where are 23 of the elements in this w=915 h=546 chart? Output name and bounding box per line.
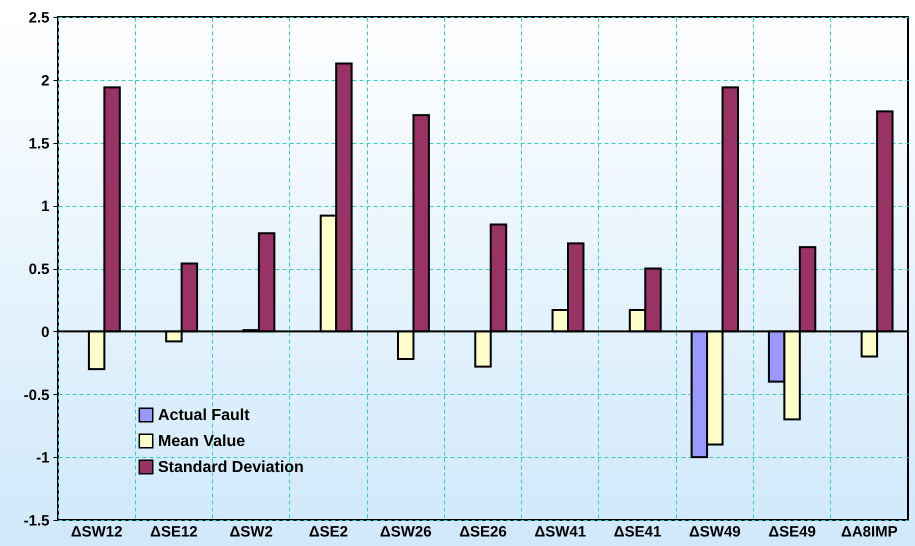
- x-tick-label: ΔSW26: [380, 524, 432, 540]
- x-tick-label: ΔSW41: [534, 524, 586, 540]
- y-tick-label: 2: [41, 72, 50, 90]
- x-tick-label: ΔSW49: [689, 524, 741, 540]
- y-tick-label: 0: [41, 324, 50, 341]
- y-tick-label: -0.5: [24, 386, 50, 404]
- y-tick-label: 2.5: [28, 10, 50, 26]
- legend-label: Mean Value: [158, 433, 246, 450]
- x-tick-label: ΔSE12: [150, 524, 198, 540]
- x-tick-label: ΔSE2: [308, 524, 348, 540]
- legend-label: Actual Fault: [158, 407, 250, 424]
- y-tick-label: 1.5: [28, 135, 50, 152]
- x-tick-label: ΔA8IMP: [841, 524, 898, 540]
- x-tick-label: ΔSW12: [70, 524, 122, 540]
- legend-label: Standard Deviation: [158, 459, 304, 476]
- y-tick-label: 1: [41, 198, 50, 216]
- y-tick-label: 0.5: [28, 261, 50, 278]
- x-tick-label: ΔSE41: [614, 524, 662, 540]
- x-tick-label: ΔSE26: [459, 524, 507, 540]
- x-tick-label: ΔSE49: [768, 524, 816, 540]
- x-tick-label: ΔSW2: [230, 524, 273, 540]
- y-tick-label: -1.5: [24, 512, 50, 530]
- y-tick-label: -1: [36, 450, 50, 467]
